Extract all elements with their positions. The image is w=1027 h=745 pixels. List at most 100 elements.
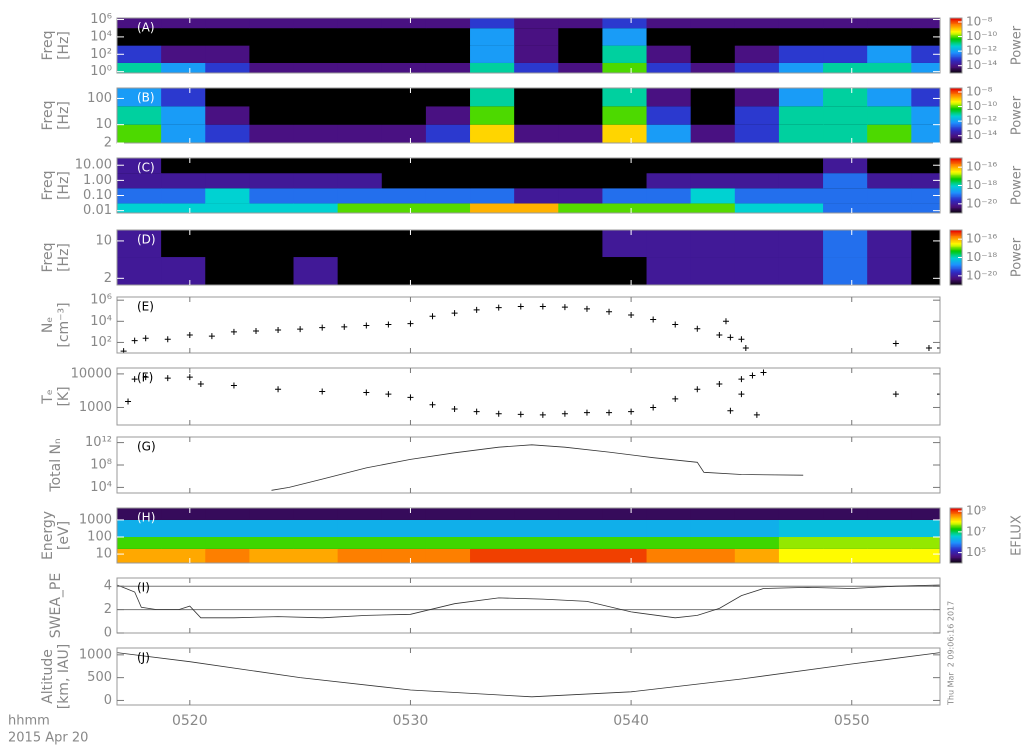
heatmap-cell	[779, 125, 824, 143]
heatmap-cell	[602, 508, 647, 520]
colorbar-tick-label: 10⁻⁸	[966, 84, 993, 98]
colorbar-tick-label: 10⁻¹²	[966, 44, 997, 58]
heatmap-cell	[867, 549, 912, 563]
heatmap-cell	[205, 88, 250, 106]
y-tick-label: 0.10	[83, 188, 112, 203]
heatmap-cell	[470, 46, 515, 63]
figure: hhmm 2015 Apr 20 Thu Mar 2 09:06:16 2017…	[0, 0, 1027, 745]
heatmap-cell	[338, 508, 383, 520]
heatmap-cell	[911, 508, 940, 520]
heatmap-cell	[205, 63, 250, 73]
y-axis-label: [Hz]	[56, 101, 72, 130]
colorbar-label: Power	[1010, 165, 1025, 205]
y-tick-label: 10⁰	[90, 64, 112, 79]
heatmap-cell	[911, 257, 940, 285]
heatmap-cell	[867, 257, 912, 285]
heatmap-cell	[735, 28, 780, 45]
heatmap-cell	[205, 46, 250, 63]
heatmap-cell	[161, 28, 206, 45]
heatmap-cell	[823, 18, 868, 28]
heatmap-cell	[911, 230, 940, 257]
heatmap-cell	[382, 46, 427, 63]
heatmap-cell	[426, 549, 471, 563]
heatmap-cell	[647, 18, 692, 28]
panel-label: (B)	[137, 91, 155, 105]
heatmap-cell	[602, 106, 647, 124]
y-tick-label: 1000	[79, 400, 112, 415]
heatmap-cell	[338, 520, 383, 537]
heatmap-cell	[161, 63, 206, 73]
heatmap-cell	[470, 88, 515, 106]
heatmap-cell	[426, 106, 471, 124]
date-label: 2015 Apr 20	[8, 731, 88, 745]
y-tick-label: 10¹²	[85, 435, 112, 450]
heatmap-cell	[294, 203, 339, 213]
heatmap-cell	[294, 46, 339, 63]
heatmap-cell	[117, 125, 162, 143]
heatmap-cell	[867, 28, 912, 45]
heatmap-cell	[867, 230, 912, 257]
heatmap-cell	[470, 520, 515, 537]
heatmap-cell	[294, 257, 339, 285]
heatmap-cell	[205, 257, 250, 285]
heatmap-cell	[558, 537, 603, 549]
y-axis-label: [cm⁻³]	[56, 302, 72, 347]
heatmap-cell	[911, 106, 940, 124]
heatmap-cell	[249, 257, 294, 285]
heatmap-cell	[382, 18, 427, 28]
y-tick-label: 10000	[71, 366, 112, 381]
heatmap-cell	[470, 537, 515, 549]
panel-label: (C)	[137, 161, 155, 175]
heatmap-cell	[735, 549, 780, 563]
heatmap-cell	[867, 106, 912, 124]
y-tick-label: 2	[104, 271, 112, 286]
heatmap-cell	[426, 88, 471, 106]
heatmap-cell	[779, 63, 824, 73]
heatmap-cell	[470, 508, 515, 520]
x-tick-label: 0540	[613, 713, 649, 729]
plot-background	[117, 297, 940, 353]
heatmap-cell	[117, 106, 162, 124]
plot-area	[117, 88, 941, 143]
heatmap-cell	[382, 88, 427, 106]
heatmap-cell	[382, 257, 427, 285]
heatmap-cell	[647, 520, 692, 537]
x-tick-label: 0550	[834, 713, 870, 729]
y-axis-label: Freq	[40, 243, 56, 273]
heatmap-cell	[338, 125, 383, 143]
heatmap-cell	[514, 549, 559, 563]
heatmap-cell	[205, 520, 250, 537]
heatmap-cell	[558, 46, 603, 63]
heatmap-cell	[514, 188, 559, 203]
heatmap-cell	[249, 549, 294, 563]
panel-label: (E)	[137, 300, 154, 314]
heatmap-cell	[382, 63, 427, 73]
heatmap-cell	[426, 125, 471, 143]
heatmap-cell	[205, 508, 250, 520]
colorbar-label: Power	[1010, 25, 1025, 65]
heatmap-cell	[294, 28, 339, 45]
heatmap-cell	[294, 549, 339, 563]
heatmap-cell	[470, 63, 515, 73]
heatmap-cell	[161, 46, 206, 63]
colorbar-tick-label: 10⁻¹⁸	[966, 250, 997, 264]
y-axis-label: [Hz]	[56, 243, 72, 272]
heatmap-cell	[294, 173, 339, 188]
heatmap-cell	[294, 230, 339, 257]
heatmap-cell	[691, 125, 736, 143]
y-tick-label: 10²	[90, 335, 112, 350]
colorbar-tick-label: 10⁻¹⁸	[966, 178, 997, 192]
heatmap-cell	[823, 537, 868, 549]
heatmap-cell	[867, 537, 912, 549]
y-tick-label: 500	[87, 670, 112, 685]
heatmap-cell	[779, 173, 824, 188]
heatmap-cell	[205, 173, 250, 188]
heatmap-cell	[161, 188, 206, 203]
heatmap-cell	[470, 18, 515, 28]
y-tick-label: 100	[87, 530, 112, 545]
heatmap-cell	[779, 520, 824, 537]
colorbar-tick-label: 10⁹	[966, 504, 986, 518]
heatmap-cell	[514, 18, 559, 28]
heatmap-cell	[647, 106, 692, 124]
heatmap-cell	[205, 125, 250, 143]
